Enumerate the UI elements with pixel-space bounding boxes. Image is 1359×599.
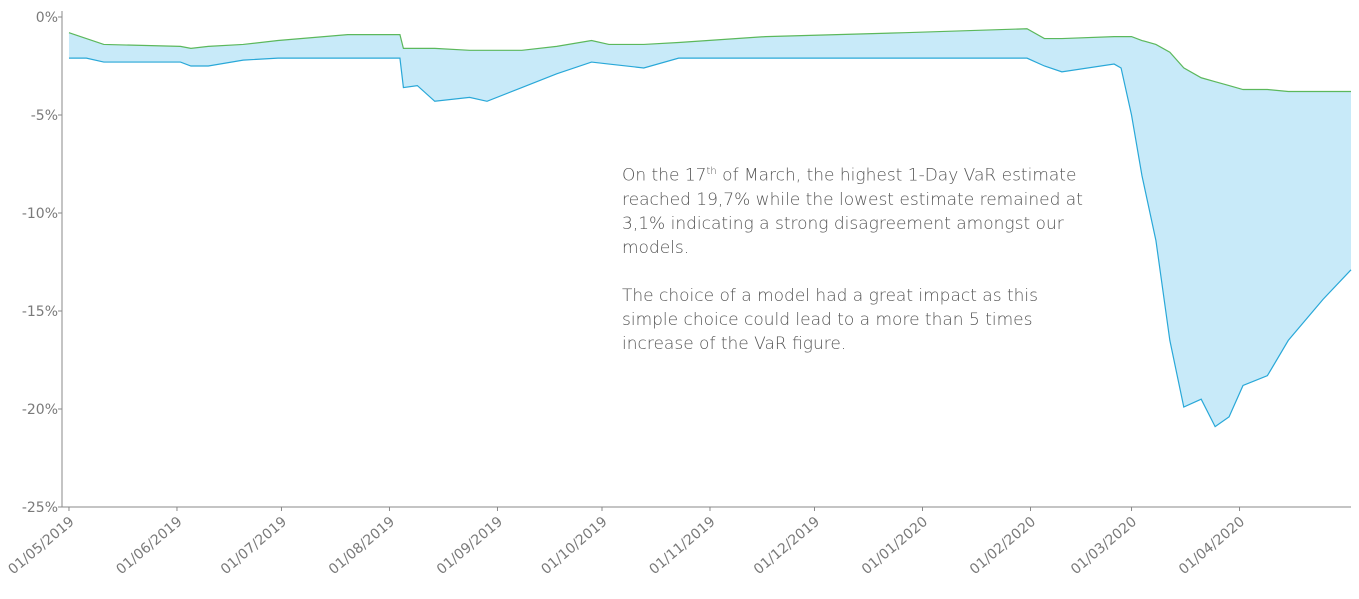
annotation: On the 17th of March, the highest 1-Day … — [622, 160, 1092, 260]
x-tick-label: 01/02/2020 — [967, 514, 1039, 578]
annotation-text: On the 17 — [622, 165, 707, 186]
y-tick-label: -25% — [22, 500, 58, 516]
band-area — [68, 28, 1352, 427]
y-tick-label: -10% — [22, 206, 58, 222]
y-tick-label: 0% — [36, 10, 58, 26]
series-line — [68, 28, 1351, 93]
annotation-text: of March, the highest 1-Day VaR estimate… — [622, 165, 1083, 258]
annotation-text: The choice of a model had a great impact… — [622, 285, 1039, 354]
annotation-box: On the 17th of March, the highest 1-Day … — [622, 160, 1092, 380]
x-tick-label: 01/04/2020 — [1176, 514, 1248, 578]
x-tick-label: 01/11/2019 — [646, 514, 718, 578]
x-tick-label: 01/06/2019 — [113, 514, 185, 578]
x-tick-label: 01/07/2019 — [218, 514, 290, 578]
y-tick-label: -20% — [22, 402, 58, 418]
x-tick-label: 01/01/2020 — [859, 514, 931, 578]
x-tick-label: 01/09/2019 — [434, 514, 506, 578]
series-line — [68, 57, 1352, 428]
annotation: The choice of a model had a great impact… — [622, 284, 1092, 356]
y-tick-label: -15% — [22, 304, 58, 320]
annotation-text: th — [706, 166, 717, 177]
x-tick-label: 01/10/2019 — [538, 514, 610, 578]
x-tick-label: 01/08/2019 — [326, 514, 398, 578]
x-tick-label: 01/12/2019 — [751, 514, 823, 578]
y-tick-label: -5% — [31, 108, 58, 124]
x-tick-label: 01/03/2020 — [1068, 514, 1140, 578]
x-tick-label: 01/05/2019 — [5, 514, 77, 578]
